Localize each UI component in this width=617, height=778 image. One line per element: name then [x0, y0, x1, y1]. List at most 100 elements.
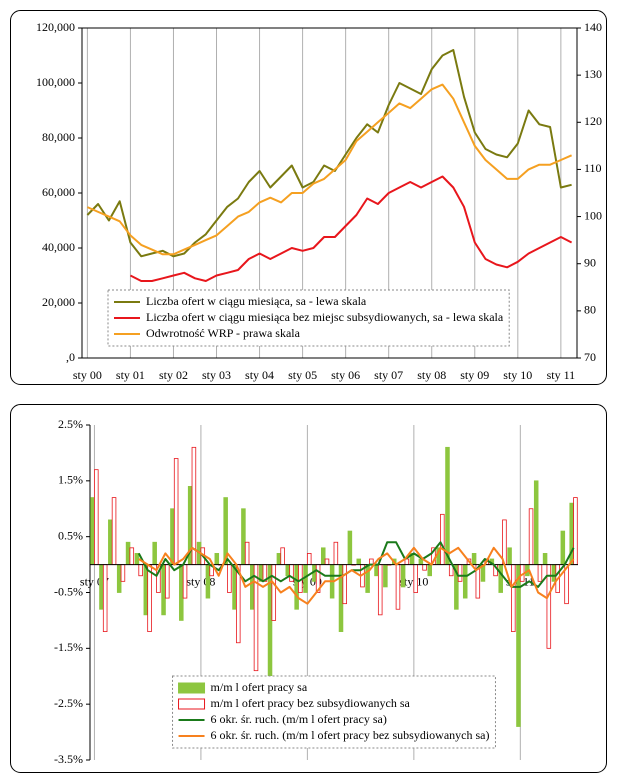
bar: [111, 497, 117, 565]
bar: [511, 564, 516, 632]
bar: [152, 541, 157, 565]
bar: [232, 564, 237, 610]
bar: [276, 553, 282, 565]
bar: [173, 458, 179, 565]
bar: [422, 564, 427, 571]
legend-label: Liczba ofert w ciągu miesiąca, sa - lewa…: [146, 294, 367, 308]
bar: [440, 513, 445, 565]
y-tick-label: 40,000: [42, 240, 75, 254]
bar: [533, 480, 539, 565]
bar: [161, 564, 166, 616]
legend-label: m/m l ofert pracy bez subsydiowanych sa: [211, 696, 411, 710]
y-tick-label: 0.5%: [58, 528, 83, 542]
bar: [395, 564, 401, 610]
legend-swatch: [178, 682, 206, 694]
y-tick-label: ,0: [66, 350, 75, 364]
bar: [342, 564, 347, 605]
y-tick-label: -2.5%: [54, 696, 83, 710]
bar: [170, 508, 175, 565]
bar: [471, 553, 477, 565]
bar: [365, 564, 370, 593]
y2-tick-label: 80: [584, 303, 596, 317]
bar: [546, 564, 552, 649]
bar: [280, 547, 285, 565]
bar: [90, 497, 95, 565]
bar: [285, 564, 291, 577]
bar: [99, 564, 104, 610]
bar: [507, 547, 512, 565]
bar: [147, 564, 152, 632]
x-tick-label: sty 07: [374, 368, 403, 382]
bar: [413, 564, 418, 593]
legend-label: 6 okr. śr. ruch. (m/m l ofert pracy bez …: [211, 728, 490, 742]
bar: [427, 564, 432, 577]
y-tick-label: -1.5%: [54, 640, 83, 654]
y2-tick-label: 140: [584, 20, 602, 34]
y2-tick-label: 100: [584, 208, 602, 222]
y-tick-label: 2.5%: [58, 417, 83, 431]
bar: [383, 564, 388, 588]
line-series: [86, 83, 573, 256]
bar: [528, 508, 534, 565]
x-tick-label: sty 02: [159, 368, 188, 382]
y2-tick-label: 130: [584, 67, 602, 81]
x-tick-label: sty 04: [245, 368, 274, 382]
bar: [120, 564, 126, 582]
bar: [502, 519, 507, 565]
x-tick-label: sty 05: [288, 368, 317, 382]
legend-swatch: [178, 698, 206, 710]
bar: [338, 564, 344, 632]
bar: [537, 564, 543, 582]
bar: [377, 564, 383, 616]
bar: [253, 564, 259, 672]
legend: m/m l ofert pracy sa m/m l ofert pracy be…: [172, 675, 496, 749]
bar: [94, 469, 99, 565]
bar: [143, 564, 149, 616]
legend-box: [107, 289, 510, 347]
y-tick-label: 100,000: [36, 75, 75, 89]
bar: [498, 564, 503, 593]
y-tick-label: 20,000: [42, 295, 75, 309]
bar: [324, 558, 330, 565]
bar: [182, 564, 188, 599]
line-series: [137, 541, 575, 588]
bar: [445, 446, 450, 565]
x-tick-label: sty 09: [460, 368, 489, 382]
y2-tick-label: 110: [584, 161, 602, 175]
y2-tick-label: 90: [584, 255, 596, 269]
bar: [244, 541, 250, 565]
y-tick-label: 1.5%: [58, 473, 83, 487]
legend-box: [172, 675, 496, 749]
bar: [462, 564, 468, 599]
legend-label: 6 okr. śr. ruch. (m/m l ofert pracy sa): [211, 712, 387, 726]
bar: [542, 553, 548, 565]
line-series: [129, 175, 573, 282]
bar: [205, 564, 211, 599]
bar: [294, 564, 299, 610]
legend-label: Odwrotność WRP - prawa skala: [146, 326, 301, 340]
x-tick-label: sty 10: [503, 368, 532, 382]
x-tick-label: sty 01: [116, 368, 145, 382]
bar: [116, 564, 122, 593]
bar: [165, 564, 170, 599]
bar: [250, 564, 255, 610]
y-tick-label: 120,000: [36, 20, 75, 34]
bar: [108, 519, 113, 565]
bar: [400, 564, 406, 588]
plot-frame: [81, 27, 578, 359]
x-tick-label: sty 00: [73, 368, 102, 382]
bar: [516, 564, 521, 727]
bar: [356, 558, 362, 565]
y-tick-label: 80,000: [42, 130, 75, 144]
chart: sty 00 sty 01 sty 02 sty 03 sty 04 sty 05 sty …: [36, 20, 602, 382]
bar: [102, 564, 108, 632]
line-series: [138, 546, 575, 605]
bar: [347, 530, 353, 565]
bar: [333, 541, 339, 565]
bar: [179, 564, 184, 621]
bar: [125, 541, 131, 565]
bar: [457, 564, 463, 582]
x-tick-label: sty 03: [202, 368, 231, 382]
